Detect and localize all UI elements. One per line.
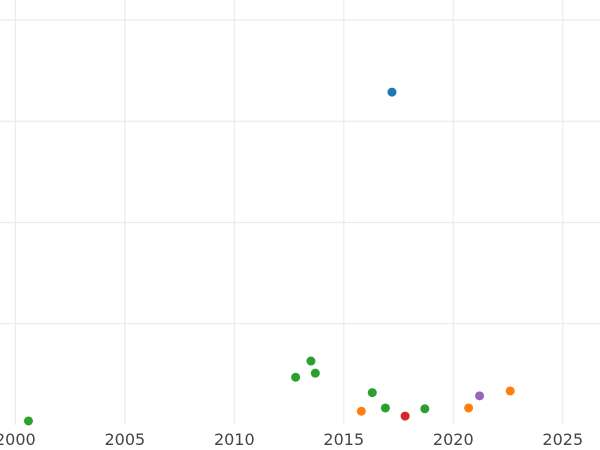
x-tick-label: 2000 (0, 430, 36, 449)
x-tick-label: 2020 (433, 430, 474, 449)
grid (0, 0, 600, 425)
x-tick-label: 2010 (214, 430, 255, 449)
data-point (310, 368, 320, 378)
data-point (464, 403, 474, 413)
x-tick-label: 2025 (542, 430, 583, 449)
data-point (306, 356, 316, 366)
data-points (23, 87, 515, 426)
data-point (387, 87, 397, 97)
x-tick-label: 2015 (323, 430, 364, 449)
data-point (400, 411, 410, 421)
data-point (420, 404, 430, 414)
x-axis-ticks: 2000 2005 2010 2015 2020 2025 (0, 430, 583, 449)
data-point (380, 403, 390, 413)
data-point (505, 386, 515, 396)
data-point (291, 372, 301, 382)
x-tick-label: 2005 (104, 430, 145, 449)
data-point (356, 406, 366, 416)
data-point (475, 391, 485, 401)
data-point (367, 388, 377, 398)
data-point (23, 416, 33, 426)
